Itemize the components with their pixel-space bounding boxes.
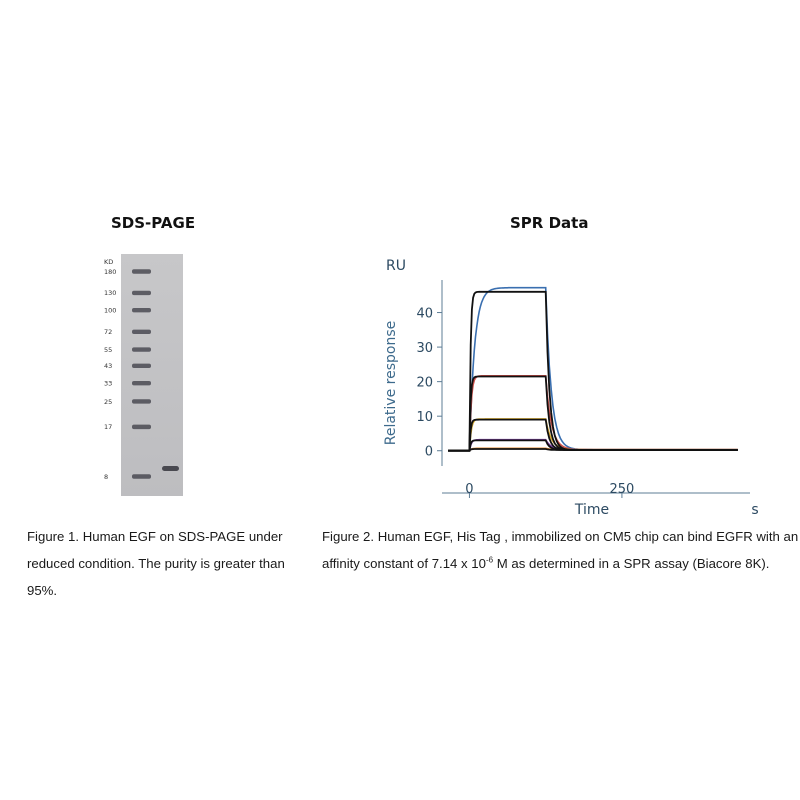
- spr-chart: 0 10 20 30 40 0 250 RU Relative response Time s: [383, 258, 759, 518]
- gel-marker-label: 43: [104, 362, 112, 370]
- spr-data-curve: [448, 286, 738, 452]
- gel-marker-label: 180: [104, 268, 116, 276]
- sds-page-gel: KD 180 130 100 72 55 43 33 25 17 8: [104, 254, 183, 496]
- gel-marker-label: 33: [104, 379, 112, 387]
- figure-2-caption: Figure 2. Human EGF, His Tag , immobiliz…: [322, 523, 800, 577]
- marker-band: [132, 399, 151, 404]
- x-tick-label: 0: [465, 482, 473, 497]
- x-unit-label: s: [751, 502, 758, 518]
- marker-band: [132, 269, 151, 274]
- spr-fit-curve: [448, 290, 738, 452]
- gel-marker-label: 100: [104, 307, 116, 315]
- spr-title: SPR Data: [510, 214, 589, 232]
- gel-marker-label: 25: [104, 398, 112, 406]
- gel-marker-label: 17: [104, 423, 112, 431]
- gel-unit-label: KD: [104, 258, 113, 266]
- marker-band: [132, 329, 151, 335]
- marker-band: [132, 380, 151, 386]
- x-axis-label: Time: [574, 502, 609, 518]
- y-tick-label: 0: [425, 445, 433, 460]
- caption-2-text: Figure 2. Human EGF, His Tag , immobiliz…: [322, 529, 799, 571]
- sample-band: [162, 466, 179, 471]
- y-tick-label: 10: [416, 410, 433, 425]
- marker-band: [132, 424, 151, 430]
- marker-band: [132, 308, 151, 313]
- caption-2-text-end: M as determined in a SPR assay (Biacore …: [493, 556, 770, 571]
- caption-2-exponent: -6: [485, 555, 494, 565]
- x-tick-label: 250: [610, 482, 635, 497]
- spr-fit-curve: [448, 418, 738, 452]
- gel-marker-label: 8: [104, 473, 108, 481]
- gel-marker-label: 72: [104, 328, 112, 336]
- spr-data-curve: [448, 418, 738, 452]
- gel-marker-label: 55: [104, 346, 112, 354]
- marker-band: [132, 363, 151, 368]
- marker-band: [132, 474, 151, 479]
- gel-marker-label: 130: [104, 289, 116, 297]
- y-tick-label: 20: [416, 376, 433, 391]
- spr-fit-curve: [448, 448, 738, 452]
- y-tick-label: 40: [416, 307, 433, 322]
- marker-band: [132, 290, 151, 296]
- y-unit-label: RU: [386, 258, 406, 274]
- sds-page-title: SDS-PAGE: [111, 214, 196, 232]
- figure-1-caption: Figure 1. Human EGF on SDS-PAGE under re…: [27, 529, 285, 598]
- y-tick-label: 30: [416, 341, 433, 356]
- marker-band: [132, 347, 151, 352]
- y-axis-label: Relative response: [383, 321, 399, 446]
